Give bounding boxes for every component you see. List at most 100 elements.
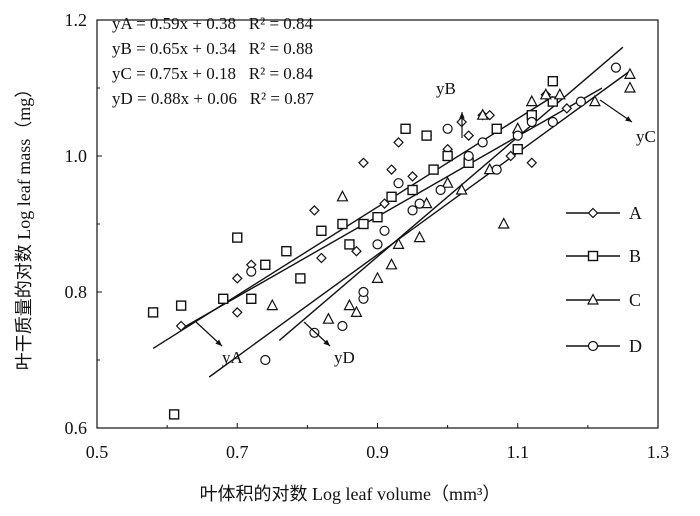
- data-point-d: [393, 178, 404, 189]
- data-point-a: [484, 109, 496, 121]
- data-point-d: [414, 198, 425, 209]
- equation-a: yA = 0.59x + 0.38 R² = 0.84: [112, 14, 314, 33]
- data-point-a: [386, 164, 397, 175]
- legend-label-a: A: [629, 203, 642, 223]
- data-point-c: [553, 88, 566, 100]
- data-point-b: [147, 307, 159, 318]
- data-point-b: [386, 191, 397, 203]
- data-point-b: [491, 123, 502, 135]
- data-point-b: [232, 232, 243, 243]
- data-point-c: [623, 81, 636, 93]
- data-point-a: [175, 320, 187, 332]
- data-point-c: [497, 217, 510, 229]
- data-point-c: [336, 190, 349, 202]
- data-point-b: [281, 245, 292, 257]
- legend-label-c: C: [629, 290, 641, 310]
- data-point-b: [337, 218, 348, 230]
- data-point-d: [435, 184, 446, 196]
- data-point-c: [623, 67, 636, 80]
- data-point-b: [260, 259, 271, 270]
- line-label-yc: yC: [636, 127, 656, 146]
- data-point-b: [512, 143, 523, 155]
- data-point-c: [343, 298, 356, 311]
- data-point-d: [463, 150, 474, 162]
- data-point-b: [168, 409, 180, 420]
- legend-marker-a: [587, 207, 599, 219]
- data-point-d: [407, 205, 418, 216]
- data-point-d: [246, 266, 257, 277]
- equation-b: yB = 0.65x + 0.34 R² = 0.88: [112, 39, 314, 58]
- arrow-yd-head: [323, 339, 330, 346]
- data-point-c: [455, 183, 468, 195]
- x-tick-label: 1.3: [647, 442, 670, 462]
- data-point-d: [379, 225, 390, 236]
- legend-marker-c: [587, 293, 599, 305]
- arrow-yc: [599, 99, 633, 123]
- y-tick-label: 1.2: [65, 10, 88, 30]
- fit-line-yd: [278, 46, 624, 341]
- legend-marker-d: [587, 340, 599, 352]
- data-point-d: [358, 286, 369, 298]
- data-point-b: [344, 239, 355, 250]
- y-tick-label: 0.8: [65, 282, 88, 302]
- legend-marker-b: [587, 250, 599, 262]
- data-point-d: [610, 62, 622, 73]
- data-point-b: [316, 225, 327, 237]
- fit-line-yc: [208, 70, 631, 378]
- data-point-d: [526, 116, 537, 128]
- fit-line-ya: [180, 87, 603, 330]
- data-point-a: [309, 205, 320, 216]
- data-point-c: [588, 94, 601, 107]
- data-point-a: [561, 103, 573, 114]
- equation-d: yD = 0.88x + 0.06 R² = 0.87: [112, 89, 314, 108]
- data-point-b: [407, 184, 418, 196]
- data-point-c: [476, 108, 489, 120]
- data-point-d: [512, 130, 523, 141]
- data-point-c: [441, 176, 454, 188]
- line-label-ya: yA: [222, 348, 244, 367]
- x-tick-label: 0.9: [366, 442, 389, 462]
- x-tick-label: 0.7: [226, 442, 249, 462]
- legend-label-b: B: [629, 246, 641, 266]
- data-point-a: [393, 137, 404, 148]
- line-label-yd: yD: [334, 348, 355, 367]
- y-tick-label: 1.0: [65, 146, 88, 166]
- x-axis-label: 叶体积的对数 Log leaf volume（mm³）: [199, 484, 501, 504]
- data-point-b: [400, 123, 411, 135]
- data-point-c: [350, 305, 363, 317]
- equation-c: yC = 0.75x + 0.18 R² = 0.84: [112, 64, 314, 83]
- line-label-yb: yB: [436, 79, 456, 98]
- data-point-d: [547, 116, 558, 128]
- data-point-c: [413, 230, 426, 243]
- data-point-a: [316, 252, 327, 264]
- data-point-b: [175, 300, 187, 311]
- x-tick-label: 0.5: [86, 442, 109, 462]
- data-point-b: [547, 96, 559, 107]
- arrow-ya-head: [215, 339, 222, 346]
- data-point-a: [463, 130, 475, 141]
- data-point-a: [358, 157, 369, 169]
- data-point-b: [428, 164, 439, 175]
- data-point-b: [442, 150, 453, 162]
- data-point-c: [385, 258, 398, 270]
- x-tick-label: 1.1: [507, 442, 530, 462]
- data-point-d: [491, 164, 502, 175]
- data-point-b: [246, 293, 257, 304]
- data-point-d: [442, 123, 453, 134]
- data-point-c: [266, 298, 279, 311]
- data-point-c: [371, 271, 384, 283]
- data-point-b: [218, 293, 229, 304]
- data-point-c: [392, 237, 405, 249]
- data-point-c: [322, 312, 335, 324]
- data-point-b: [421, 130, 432, 141]
- legend-label-d: D: [629, 336, 642, 356]
- arrow-yb-head: [459, 112, 465, 119]
- data-point-a: [231, 273, 243, 284]
- data-point-b: [547, 75, 559, 87]
- y-axis-label: 叶干质量的对数 Log leaf mass（mg）: [14, 79, 34, 371]
- data-point-a: [231, 307, 243, 318]
- data-point-c: [539, 88, 552, 100]
- data-point-d: [309, 327, 320, 338]
- fit-line-yb: [152, 95, 554, 350]
